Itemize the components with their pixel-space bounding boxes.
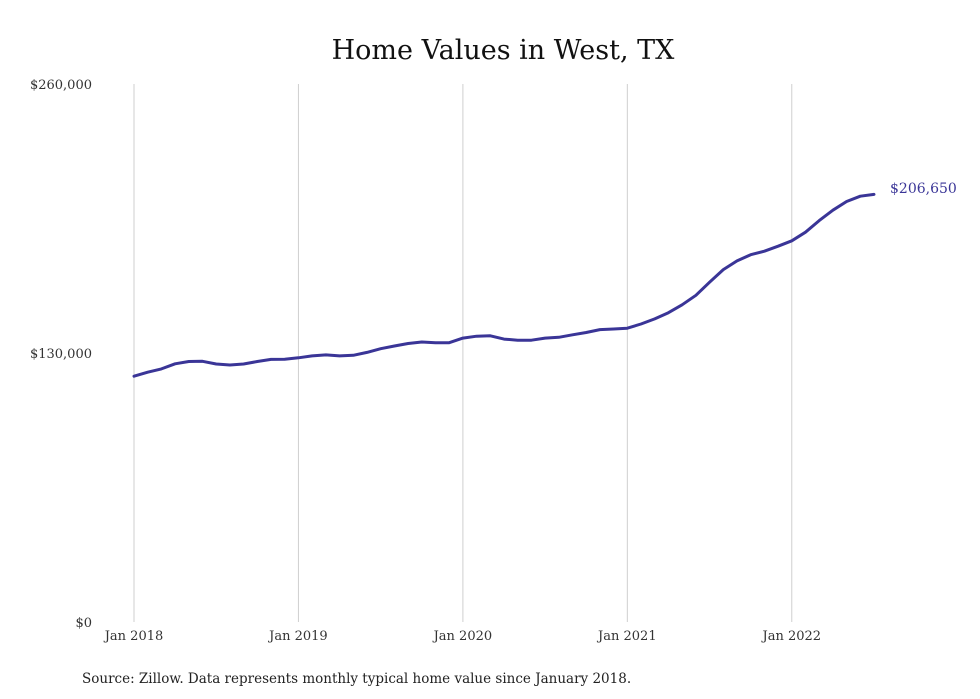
data-point-2019-02 [311,354,314,357]
data-point-2022-03 [818,219,821,222]
data-point-2019-01 [297,356,300,359]
data-point-2020-03 [489,334,492,337]
data-point-2018-02 [146,371,149,374]
data-point-2020-02 [475,335,478,338]
data-point-2022-06 [859,195,862,198]
data-point-2020-06 [530,339,533,342]
data-point-2021-08 [722,268,725,271]
data-point-2018-10 [256,360,259,363]
data-point-2021-07 [708,281,711,284]
data-point-2021-02 [640,323,643,326]
data-point-2019-08 [393,345,396,348]
data-point-2021-01 [626,327,629,330]
data-point-2020-11 [598,328,601,331]
x-tick-label: Jan 2019 [267,629,328,644]
y-tick-label: $0 [75,616,92,631]
data-point-2018-12 [283,358,286,361]
data-point-2022-05 [845,200,848,203]
y-axis-tick-labels: $0 $130,000 $260,000 [30,78,92,631]
data-point-2022-04 [831,209,834,212]
source-note: Source: Zillow. Data represents monthly … [82,671,631,687]
data-point-2019-05 [352,354,355,357]
data-point-2019-11 [434,341,437,344]
data-point-2021-11 [763,250,766,253]
y-tick-label: $260,000 [30,78,92,93]
data-point-2019-10 [420,341,423,344]
x-tick-label: Jan 2020 [432,629,493,644]
data-point-2018-03 [160,367,163,370]
data-point-2021-10 [749,253,752,256]
data-point-2018-08 [228,364,231,367]
data-point-2020-08 [557,336,560,339]
data-point-2020-10 [585,331,588,334]
data-point-2018-06 [201,360,204,363]
data-point-2019-03 [324,353,327,356]
data-point-2021-05 [681,303,684,306]
x-tick-label: Jan 2022 [760,629,821,644]
data-point-2021-06 [694,294,697,297]
data-point-2021-04 [667,311,670,314]
data-point-2021-12 [777,245,780,248]
data-point-2018-07 [215,363,218,366]
series-line-home-value [132,192,876,378]
data-point-2019-09 [407,342,410,345]
data-point-2022-02 [804,231,807,234]
data-point-2019-04 [338,354,341,357]
chart-title: Home Values in West, TX [332,35,676,66]
data-point-2022-01 [790,239,793,242]
data-point-2022-07 [873,193,876,196]
data-point-2018-05 [187,360,190,363]
end-value-label: $206,650 [890,181,957,197]
data-point-2018-01 [133,375,136,378]
data-point-2018-04 [174,362,177,365]
data-point-2020-12 [612,328,615,331]
data-point-2020-01 [461,337,464,340]
data-point-2020-05 [516,339,519,342]
data-point-2018-11 [270,358,273,361]
data-point-2021-09 [736,259,739,262]
x-tick-label: Jan 2018 [103,629,164,644]
data-point-2020-09 [571,333,574,336]
data-point-2020-07 [544,337,547,340]
x-tick-label: Jan 2021 [596,629,657,644]
vertical-gridlines [133,84,793,622]
x-axis-tick-labels: Jan 2018 Jan 2019 Jan 2020 Jan 2021 Jan 2022 [103,629,821,644]
y-tick-label: $130,000 [30,347,92,362]
data-point-2019-06 [366,351,369,354]
data-point-2019-07 [379,347,382,350]
data-point-2021-03 [653,317,656,320]
data-point-2020-04 [503,338,506,341]
data-point-2018-09 [242,363,245,366]
data-point-2019-12 [448,341,451,344]
series-data-points [133,193,876,378]
